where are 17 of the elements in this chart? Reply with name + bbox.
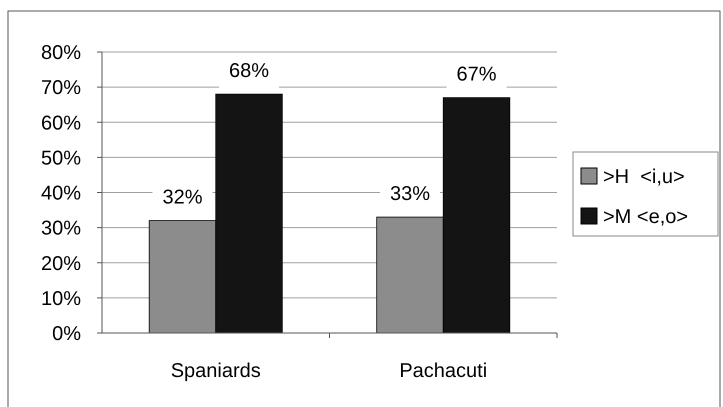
y-tick-label: 80% <box>40 42 82 64</box>
y-tick-label: 20% <box>40 252 82 275</box>
x-tick-label: Spaniards <box>170 360 261 382</box>
y-tick-label: 40% <box>40 182 82 204</box>
y-tick-label: 30% <box>40 218 82 240</box>
y-tick-label: 0% <box>52 323 82 345</box>
legend-label: >H <i,u> <box>603 166 685 188</box>
data-label: 33% <box>390 183 430 206</box>
x-tick-label: Pachacuti <box>399 360 488 382</box>
y-tick-label: 50% <box>40 147 82 170</box>
y-tick-label: 60% <box>40 112 82 134</box>
legend-label: >M <e,o> <box>603 206 688 228</box>
y-tick-label: 70% <box>40 77 82 100</box>
y-tick-label: 10% <box>40 288 82 310</box>
data-label: 67% <box>456 64 497 86</box>
data-label: 68% <box>229 60 270 82</box>
data-label: 32% <box>162 186 203 209</box>
